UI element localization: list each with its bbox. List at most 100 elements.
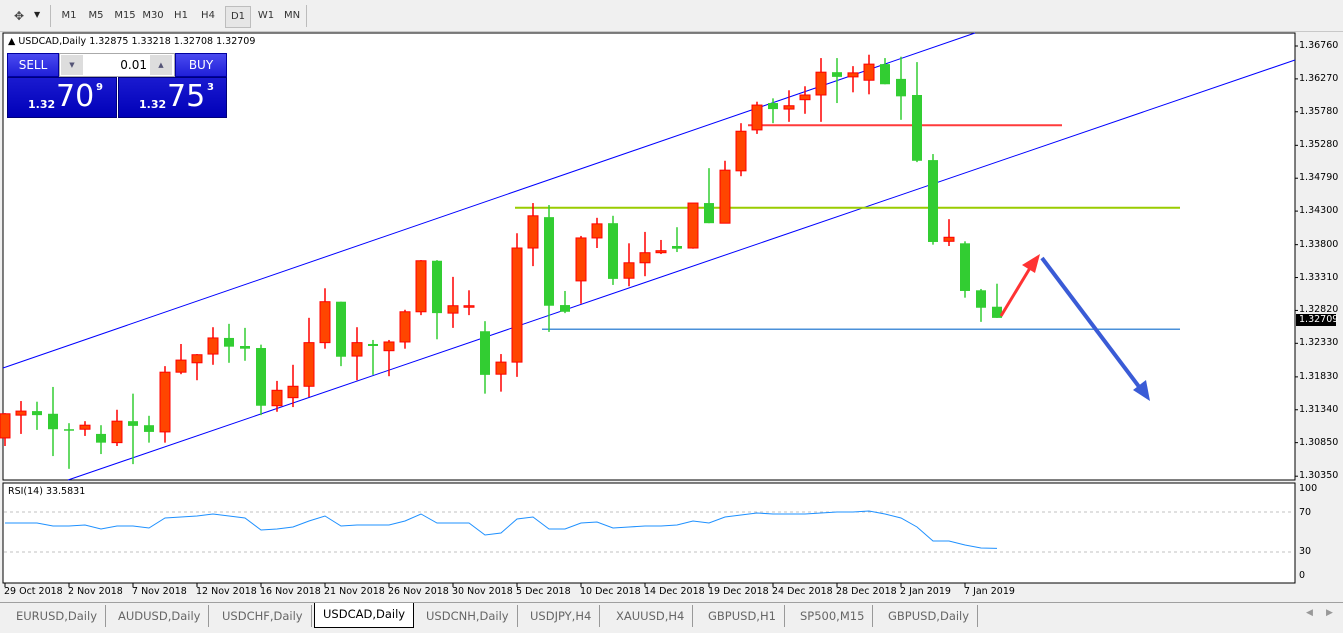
lot-size-input[interactable]: 0.01 xyxy=(120,58,147,72)
price-axis-label: 1.31830 xyxy=(1299,370,1339,382)
candle-body xyxy=(432,260,442,314)
buy-button[interactable]: BUY xyxy=(175,53,227,77)
sell-button[interactable]: SELL xyxy=(7,53,59,77)
candle-body xyxy=(191,354,203,364)
candle-body xyxy=(943,236,955,242)
price-axis-label: 1.36760 xyxy=(1299,40,1339,51)
candle xyxy=(880,58,890,85)
chart-tab[interactable]: GBPUSD,H1 xyxy=(700,605,785,627)
buy-price-prefix: 1.32 xyxy=(139,98,167,111)
candle-body xyxy=(799,94,811,101)
candle xyxy=(527,203,539,267)
candle xyxy=(863,54,875,95)
price-axis-label: 1.34790 xyxy=(1299,172,1339,184)
candle-body xyxy=(847,72,859,78)
candle-body xyxy=(960,243,970,291)
candle xyxy=(303,317,315,398)
chart-tab[interactable]: GBPUSD,Daily xyxy=(880,605,979,627)
date-axis-label: 10 Dec 2018 xyxy=(580,586,641,597)
candle xyxy=(768,98,778,124)
chart-tab[interactable]: AUDUSD,Daily xyxy=(110,605,210,627)
chart-tab[interactable]: USDCHF,Daily xyxy=(214,605,312,627)
candle xyxy=(287,364,299,408)
candle xyxy=(655,239,667,255)
sell-price[interactable]: 1.32 70 9 xyxy=(7,77,117,118)
candle xyxy=(912,62,922,163)
candle-body xyxy=(591,223,603,239)
candle-body xyxy=(560,305,570,312)
candle xyxy=(175,343,187,375)
candle-body xyxy=(912,94,922,161)
date-axis-label: 21 Nov 2018 xyxy=(324,586,385,597)
price-axis-label: 1.35280 xyxy=(1299,139,1339,151)
decrease-lot-icon[interactable]: ▼ xyxy=(61,55,83,75)
candle xyxy=(64,423,74,469)
candle xyxy=(351,327,363,381)
candle xyxy=(480,321,490,394)
candle-body xyxy=(15,410,27,416)
candle-body xyxy=(639,252,651,264)
timeframe-m15[interactable]: M15 xyxy=(114,10,136,21)
candle-body xyxy=(287,385,299,399)
price-axis-label: 1.35780 xyxy=(1299,105,1339,117)
timeframe-h4[interactable]: H4 xyxy=(201,10,215,21)
candle-body xyxy=(783,105,795,110)
candle xyxy=(32,401,42,430)
price-axis-label: 1.30850 xyxy=(1299,436,1339,448)
candle xyxy=(79,421,91,436)
candle-body xyxy=(672,246,682,249)
candle xyxy=(735,123,747,177)
chart-tab[interactable]: EURUSD,Daily xyxy=(8,605,106,627)
sell-price-prefix: 1.32 xyxy=(28,98,56,111)
price-axis-label: 1.33310 xyxy=(1299,271,1339,283)
chart-tab[interactable]: USDCNH,Daily xyxy=(418,605,518,627)
current-price-label: 1.32709 xyxy=(1299,314,1339,325)
candle-body xyxy=(880,64,890,85)
timeframe-h1[interactable]: H1 xyxy=(174,10,188,21)
price-axis-label: 1.31340 xyxy=(1299,403,1339,415)
chart-tab[interactable]: USDJPY,H4 xyxy=(522,605,601,627)
increase-lot-icon[interactable]: ▲ xyxy=(150,55,172,75)
candle xyxy=(815,58,827,122)
candle xyxy=(432,260,442,340)
lot-size-stepper[interactable]: ▼ 0.01 ▲ xyxy=(59,53,175,77)
rsi-pane xyxy=(2,482,1296,584)
candle-body xyxy=(399,311,411,343)
candle-body xyxy=(128,421,138,426)
date-axis-label: 28 Dec 2018 xyxy=(836,586,897,597)
timeframe-m1[interactable]: M1 xyxy=(61,10,77,21)
tab-scroll-left-icon[interactable]: ◀ xyxy=(1306,608,1313,618)
buy-price[interactable]: 1.32 75 3 xyxy=(118,77,227,118)
candle-body xyxy=(544,217,554,306)
rsi-title: RSI(14) 33.5831 xyxy=(8,486,86,497)
tab-scroll-right-icon[interactable]: ▶ xyxy=(1326,608,1333,618)
candle-body xyxy=(719,169,731,224)
candle xyxy=(207,327,219,365)
timeframe-m30[interactable]: M30 xyxy=(142,10,164,21)
candle-body xyxy=(655,250,667,254)
candle xyxy=(783,90,795,122)
candle-body xyxy=(751,104,763,131)
collapse-triangle-icon[interactable]: ▲ xyxy=(8,36,16,47)
date-axis-label: 26 Nov 2018 xyxy=(388,586,449,597)
timeframe-w1[interactable]: W1 xyxy=(257,10,275,21)
date-axis-label: 16 Nov 2018 xyxy=(260,586,321,597)
candle-body xyxy=(48,413,58,430)
timeframe-d1[interactable]: D1 xyxy=(225,6,251,28)
chart-tab[interactable]: USDCAD,Daily xyxy=(314,603,415,628)
candle-body xyxy=(863,63,875,81)
date-axis-label: 12 Nov 2018 xyxy=(196,586,257,597)
chevron-down-icon[interactable]: ▼ xyxy=(34,10,41,19)
date-axis-label: 5 Dec 2018 xyxy=(516,586,571,597)
candle xyxy=(128,393,138,465)
timeframe-mn[interactable]: MN xyxy=(283,10,301,21)
candle xyxy=(447,276,459,328)
candle-body xyxy=(768,103,778,110)
chart-tab[interactable]: XAUUSD,H4 xyxy=(608,605,694,627)
timeframe-m5[interactable]: M5 xyxy=(88,10,104,21)
candle-body xyxy=(64,429,74,431)
chart-canvas[interactable] xyxy=(0,0,1343,602)
candle-body xyxy=(224,337,234,347)
chart-tab[interactable]: SP500,M15 xyxy=(792,605,874,627)
crosshair-arrows-icon[interactable]: ✥ xyxy=(14,9,25,23)
